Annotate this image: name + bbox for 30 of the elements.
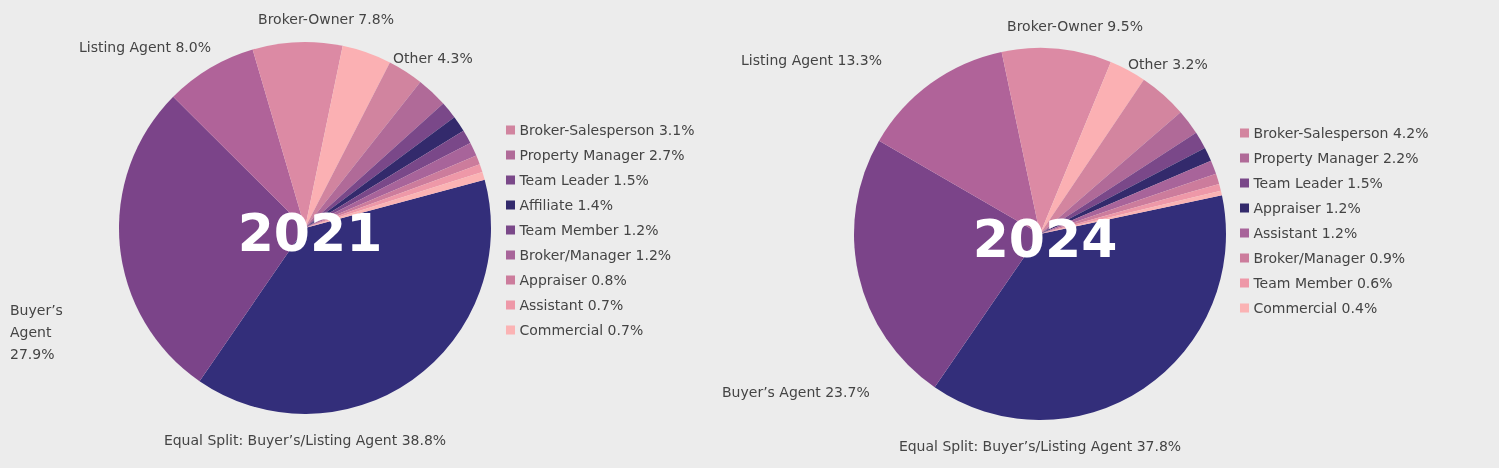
slice-label: Buyer’s Agent <box>10 302 68 340</box>
legend-label: Broker/Manager 1.2% <box>519 247 672 263</box>
legend-label: Broker-Salesperson 4.2% <box>1253 125 1429 141</box>
text: 2024 <box>972 209 1118 269</box>
legend-label: Broker/Manager 0.9% <box>1253 250 1406 266</box>
slice-label: Other 3.2% <box>1128 56 1208 72</box>
slice-label: Listing Agent 8.0% <box>78 39 211 55</box>
data-label: 27.9% <box>10 346 55 362</box>
slice-label: Equal Split: Buyer’s/Listing Agent 37.8% <box>898 438 1182 454</box>
legend-label: Appraiser 1.2% <box>1253 200 1361 216</box>
text: 2021 <box>237 203 383 263</box>
legend-label: Commercial 0.4% <box>1253 300 1378 316</box>
legend-label: Affiliate 1.4% <box>519 197 614 213</box>
legend-label: Commercial 0.7% <box>519 322 644 338</box>
slice-label: Broker-Owner 7.8% <box>258 11 394 27</box>
legend-label: Broker-Salesperson 3.1% <box>519 122 695 138</box>
legend-label: Assistant 1.2% <box>1253 225 1358 241</box>
slice-label: Other 4.3% <box>393 50 473 66</box>
legend-label: Team Leader 1.5% <box>518 172 649 188</box>
legend-label: Team Member 0.6% <box>1252 275 1393 291</box>
legend-label: Team Member 1.2% <box>518 222 659 238</box>
legend-label: Team Leader 1.5% <box>1252 175 1383 191</box>
legend-label: Assistant 0.7% <box>519 297 624 313</box>
legend-label: Property Manager 2.2% <box>1253 150 1419 166</box>
legend-label: Appraiser 0.8% <box>519 272 627 288</box>
slice-label: Equal Split: Buyer’s/Listing Agent 38.8% <box>163 432 447 448</box>
slice-label: Buyer’s Agent 23.7% <box>722 384 870 400</box>
legend-label: Property Manager 2.7% <box>519 147 685 163</box>
slice-label: Listing Agent 13.3% <box>741 52 882 68</box>
slice-label: Broker-Owner 9.5% <box>1007 18 1143 34</box>
